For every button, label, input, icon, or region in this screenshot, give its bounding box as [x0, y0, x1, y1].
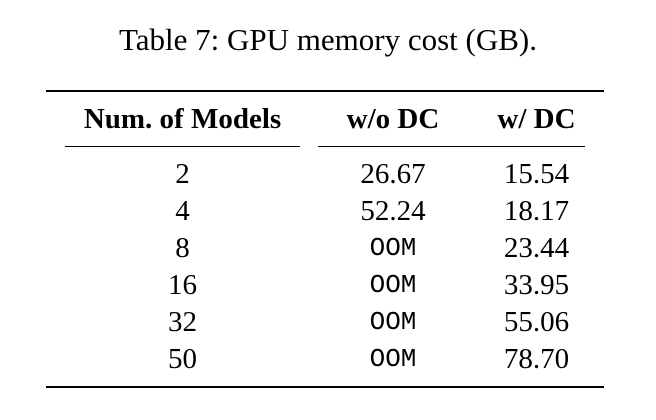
- cell-without-dc: 26.67: [360, 158, 426, 190]
- cell-num-models: 16: [168, 269, 197, 301]
- top-rule: [46, 90, 604, 92]
- table-row: 2 26.67 15.54: [0, 156, 656, 193]
- cell-num-models: 2: [175, 158, 190, 190]
- cell-without-dc: OOM: [369, 307, 417, 337]
- cell-without-dc: OOM: [369, 344, 417, 374]
- cell-num-models: 8: [175, 232, 190, 264]
- table-row: 16 OOM 33.95: [0, 267, 656, 304]
- cell-with-dc: 15.54: [503, 158, 570, 190]
- cell-num-models: 4: [175, 195, 190, 227]
- mid-rule-left: [65, 146, 300, 147]
- table-body: 2 26.67 15.54 4 52.24 18.17 8 OOM 23.44 16 OOM 33.9…: [0, 156, 656, 378]
- header-without-dc: w/o DC: [346, 103, 440, 135]
- header-num-models: Num. of Models: [83, 103, 282, 135]
- table-caption: Table 7: GPU memory cost (GB).: [119, 22, 537, 57]
- cell-with-dc: 33.95: [503, 269, 570, 301]
- cell-with-dc: 23.44: [503, 232, 570, 264]
- cell-without-dc: OOM: [369, 233, 417, 263]
- table-row: 50 OOM 78.70: [0, 341, 656, 378]
- cell-without-dc: 52.24: [360, 195, 426, 227]
- table-row: 4 52.24 18.17: [0, 193, 656, 230]
- cell-with-dc: 78.70: [503, 343, 570, 375]
- bottom-rule: [46, 386, 604, 388]
- cell-without-dc: OOM: [369, 270, 417, 300]
- header-with-dc: w/ DC: [497, 103, 576, 135]
- table-row: 32 OOM 55.06: [0, 304, 656, 341]
- cell-with-dc: 18.17: [503, 195, 570, 227]
- mid-rule-right: [318, 146, 585, 147]
- cell-num-models: 50: [168, 343, 197, 375]
- cell-with-dc: 55.06: [503, 306, 570, 338]
- cell-num-models: 32: [168, 306, 197, 338]
- table-row: 8 OOM 23.44: [0, 230, 656, 267]
